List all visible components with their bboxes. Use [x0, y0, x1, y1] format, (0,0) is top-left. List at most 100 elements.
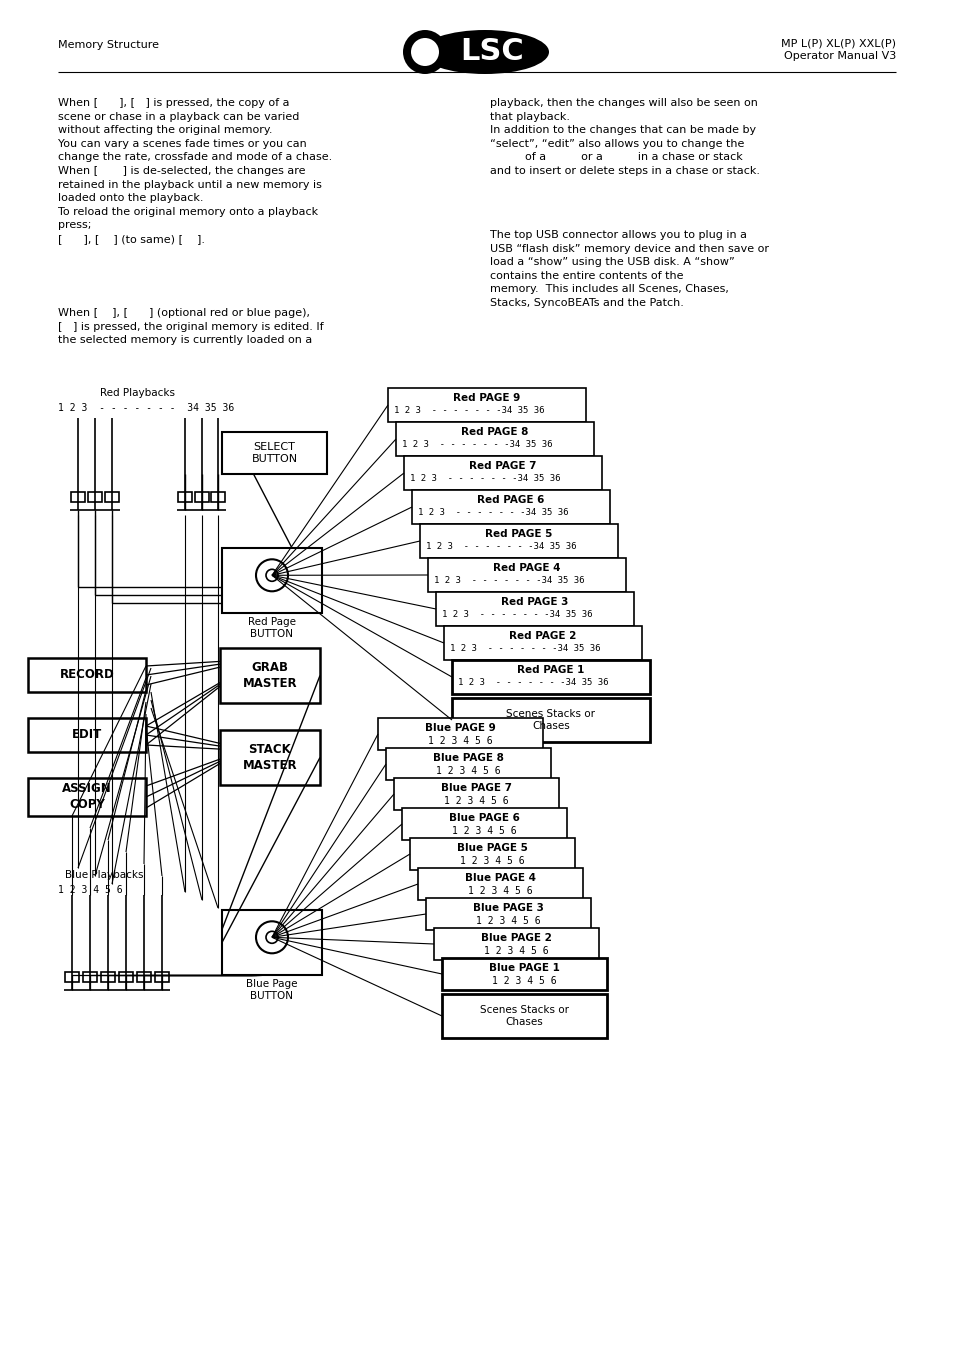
- Bar: [428, 558, 625, 593]
- Text: 1 2 3  - - - - - - -34 35 36: 1 2 3 - - - - - - -34 35 36: [401, 440, 552, 450]
- Bar: [105, 491, 119, 502]
- Bar: [154, 972, 169, 981]
- Text: Red PAGE 8: Red PAGE 8: [461, 427, 528, 437]
- Ellipse shape: [420, 30, 548, 74]
- Bar: [211, 491, 225, 502]
- Text: Red Page
BUTTON: Red Page BUTTON: [248, 617, 295, 640]
- Bar: [28, 718, 146, 752]
- Bar: [101, 972, 115, 981]
- Text: Blue PAGE 3: Blue PAGE 3: [473, 903, 543, 913]
- Bar: [426, 898, 590, 930]
- Bar: [377, 718, 542, 751]
- Bar: [194, 491, 209, 502]
- Text: Blue PAGE 7: Blue PAGE 7: [440, 783, 512, 792]
- Text: Red PAGE 5: Red PAGE 5: [485, 529, 552, 539]
- Circle shape: [255, 559, 288, 591]
- Bar: [394, 778, 558, 810]
- Text: Blue PAGE 4: Blue PAGE 4: [464, 873, 536, 883]
- Bar: [403, 456, 601, 490]
- Bar: [452, 698, 649, 743]
- Bar: [28, 778, 146, 815]
- Text: When [    ], [      ] (optional red or blue page),
[   ] is pressed, the origina: When [ ], [ ] (optional red or blue page…: [58, 308, 323, 346]
- Text: Blue PAGE 1: Blue PAGE 1: [489, 963, 559, 973]
- Text: Blue PAGE 9: Blue PAGE 9: [425, 724, 496, 733]
- Text: ASSIGN
COPY: ASSIGN COPY: [62, 783, 112, 811]
- Bar: [220, 648, 319, 703]
- Text: STACK
MASTER: STACK MASTER: [242, 743, 297, 772]
- Text: Red PAGE 1: Red PAGE 1: [517, 666, 584, 675]
- Text: RECORD: RECORD: [59, 668, 114, 682]
- Text: GRAB
MASTER: GRAB MASTER: [242, 662, 297, 690]
- Bar: [386, 748, 551, 780]
- Text: Red PAGE 7: Red PAGE 7: [469, 460, 537, 471]
- Text: When [      ], [   ] is pressed, the copy of a
scene or chase in a playback can : When [ ], [ ] is pressed, the copy of a …: [58, 99, 332, 244]
- Bar: [443, 626, 641, 660]
- Bar: [436, 593, 634, 626]
- Text: 1 2 3  - - - - - - -34 35 36: 1 2 3 - - - - - - -34 35 36: [441, 610, 592, 620]
- Bar: [71, 491, 85, 502]
- Text: 1 2 3 4 5 6: 1 2 3 4 5 6: [452, 826, 517, 836]
- Bar: [178, 491, 192, 502]
- Text: 1 2 3  - - - - - - -34 35 36: 1 2 3 - - - - - - -34 35 36: [394, 406, 544, 414]
- Bar: [222, 548, 322, 613]
- Bar: [119, 972, 132, 981]
- Text: 1 2 3 4 5 6: 1 2 3 4 5 6: [428, 736, 493, 747]
- Circle shape: [255, 921, 288, 953]
- Text: 1 2 3 4 5 6: 1 2 3 4 5 6: [58, 886, 123, 895]
- Text: 1 2 3  - - - - - - -34 35 36: 1 2 3 - - - - - - -34 35 36: [450, 644, 599, 653]
- Text: 1 2 3 4 5 6: 1 2 3 4 5 6: [476, 917, 540, 926]
- Text: SELECT
BUTTON: SELECT BUTTON: [252, 441, 297, 464]
- Bar: [417, 868, 582, 900]
- Text: Memory Structure: Memory Structure: [58, 40, 159, 50]
- Text: 1 2 3  - - - - - - -34 35 36: 1 2 3 - - - - - - -34 35 36: [417, 508, 568, 517]
- Bar: [395, 423, 594, 456]
- Text: Blue Playbacks: Blue Playbacks: [65, 869, 143, 880]
- Text: 1 2 3 4 5 6: 1 2 3 4 5 6: [468, 886, 533, 896]
- Text: Scenes Stacks or
Chases: Scenes Stacks or Chases: [479, 1004, 568, 1027]
- Text: Blue Page
BUTTON: Blue Page BUTTON: [246, 979, 297, 1002]
- Bar: [83, 972, 97, 981]
- Text: Red PAGE 6: Red PAGE 6: [476, 495, 544, 505]
- Text: 1 2 3 4 5 6: 1 2 3 4 5 6: [492, 976, 557, 986]
- Text: The top USB connector allows you to plug in a
USB “flash disk” memory device and: The top USB connector allows you to plug…: [490, 230, 768, 308]
- Bar: [222, 910, 322, 975]
- Text: 1 2 3 4 5 6: 1 2 3 4 5 6: [484, 946, 548, 956]
- Text: MP L(P) XL(P) XXL(P)
Operator Manual V3: MP L(P) XL(P) XXL(P) Operator Manual V3: [781, 38, 895, 61]
- Bar: [441, 994, 606, 1038]
- Circle shape: [411, 38, 438, 66]
- Text: Scenes Stacks or
Chases: Scenes Stacks or Chases: [506, 709, 595, 732]
- Bar: [401, 809, 566, 840]
- Circle shape: [402, 30, 447, 74]
- Bar: [410, 838, 575, 869]
- Bar: [412, 490, 609, 524]
- Text: 1 2 3  - - - - - - -34 35 36: 1 2 3 - - - - - - -34 35 36: [410, 474, 560, 483]
- Bar: [28, 657, 146, 693]
- Text: Blue PAGE 2: Blue PAGE 2: [480, 933, 552, 944]
- Bar: [88, 491, 102, 502]
- Text: LSC: LSC: [459, 38, 523, 66]
- Text: Red PAGE 4: Red PAGE 4: [493, 563, 560, 572]
- Text: 1 2 3  - - - - - - -34 35 36: 1 2 3 - - - - - - -34 35 36: [434, 576, 584, 585]
- Bar: [441, 958, 606, 990]
- Bar: [452, 660, 649, 694]
- Bar: [434, 927, 598, 960]
- Bar: [65, 972, 79, 981]
- Bar: [220, 730, 319, 784]
- Bar: [137, 972, 151, 981]
- Text: Red PAGE 3: Red PAGE 3: [500, 597, 568, 608]
- Circle shape: [266, 570, 277, 582]
- Text: Red PAGE 9: Red PAGE 9: [453, 393, 520, 404]
- Text: Blue PAGE 6: Blue PAGE 6: [449, 813, 519, 823]
- Text: EDIT: EDIT: [71, 729, 102, 741]
- Text: Red PAGE 2: Red PAGE 2: [509, 630, 576, 641]
- Bar: [388, 387, 585, 423]
- Text: 1 2 3 4 5 6: 1 2 3 4 5 6: [459, 856, 524, 865]
- Text: 1 2 3  - - - - - - -34 35 36: 1 2 3 - - - - - - -34 35 36: [457, 678, 608, 687]
- Text: Blue PAGE 8: Blue PAGE 8: [433, 753, 503, 763]
- Text: 1 2 3 4 5 6: 1 2 3 4 5 6: [444, 796, 508, 806]
- Text: 1 2 3 4 5 6: 1 2 3 4 5 6: [436, 765, 500, 776]
- Text: Blue PAGE 5: Blue PAGE 5: [456, 842, 527, 853]
- Bar: [222, 432, 327, 474]
- Text: 1 2 3  - - - - - - -34 35 36: 1 2 3 - - - - - - -34 35 36: [426, 541, 576, 551]
- Bar: [419, 524, 618, 558]
